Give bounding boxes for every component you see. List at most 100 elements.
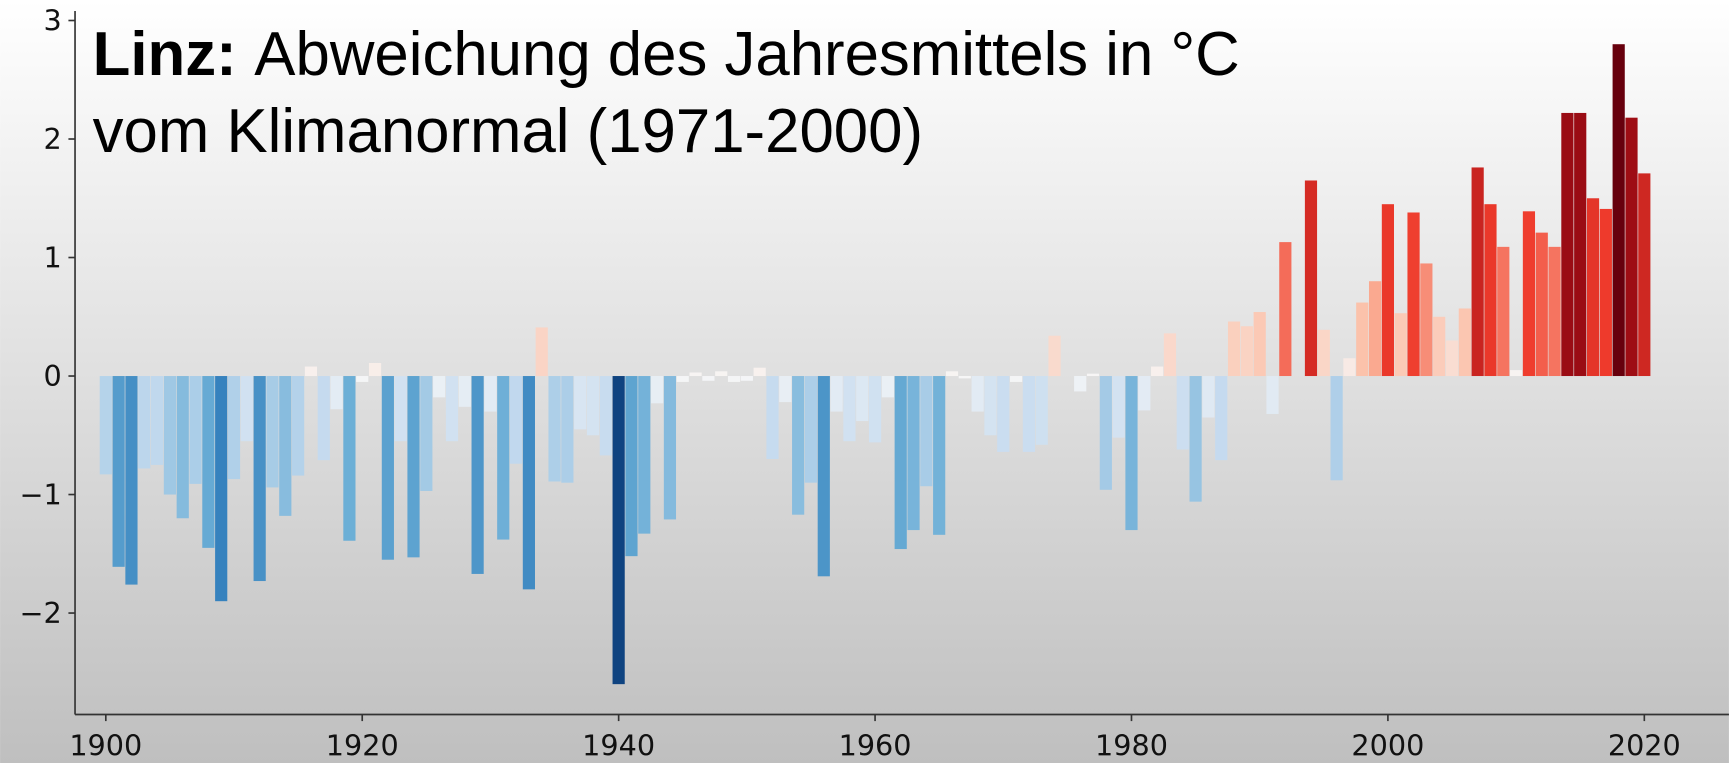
bar	[1099, 376, 1112, 490]
bar	[484, 376, 497, 412]
axes: −2 −1 0 1 2 3 1900 1920 1940 1960 1980 2000 2020	[20, 3, 1729, 762]
bar	[1394, 313, 1407, 377]
bar	[971, 376, 984, 412]
bar	[1227, 321, 1241, 377]
bar	[1125, 376, 1138, 531]
bar	[1445, 340, 1459, 377]
bar	[1586, 198, 1600, 377]
bar	[984, 376, 997, 436]
bar	[1381, 204, 1394, 377]
bar	[548, 376, 561, 482]
bar	[304, 366, 318, 377]
title-bold: Linz:	[93, 20, 237, 89]
bar	[125, 376, 138, 585]
bar	[1010, 376, 1023, 382]
bar	[138, 376, 151, 469]
bar	[330, 376, 343, 410]
bar	[189, 376, 202, 484]
bar	[1420, 263, 1433, 377]
bar	[574, 376, 587, 430]
x-tick-label: 1920	[326, 728, 399, 762]
bar	[945, 371, 959, 377]
bar	[676, 376, 689, 382]
bar	[279, 376, 292, 516]
bar	[663, 376, 677, 520]
bar	[1599, 208, 1612, 377]
y-tick-label: 3	[44, 3, 62, 37]
bar	[1240, 326, 1253, 377]
bar	[266, 376, 279, 488]
y-tick-label: −2	[20, 596, 62, 630]
bar	[458, 376, 471, 407]
bar	[1510, 370, 1523, 377]
bar	[1253, 312, 1266, 377]
bar	[433, 376, 446, 398]
bar	[292, 376, 305, 476]
bar	[509, 376, 523, 464]
bar	[933, 376, 946, 535]
bar	[176, 376, 189, 519]
bar	[1497, 246, 1510, 377]
bar	[1048, 335, 1061, 377]
bar	[1266, 376, 1279, 414]
bar	[1407, 212, 1420, 377]
bar	[1112, 376, 1125, 438]
bars	[99, 44, 1651, 685]
bar	[843, 376, 856, 442]
bar	[907, 376, 920, 531]
bar	[343, 376, 356, 541]
chart-title: Linz: Abweichung des Jahresmittels in °C	[93, 20, 1240, 89]
bar	[1522, 211, 1536, 377]
bar	[1484, 204, 1497, 377]
x-tick-label: 1900	[69, 728, 142, 762]
x-tick-label: 1980	[1095, 728, 1168, 762]
bar	[1638, 173, 1651, 377]
bar	[1561, 112, 1574, 377]
bar	[894, 376, 907, 550]
bar	[817, 376, 830, 577]
bar	[227, 376, 241, 480]
bar	[651, 376, 664, 404]
bar	[1189, 376, 1202, 502]
bar	[1625, 117, 1638, 377]
bar	[1548, 246, 1561, 377]
bar	[779, 376, 792, 403]
bar	[240, 376, 253, 442]
bar	[766, 376, 779, 459]
bar	[1343, 358, 1356, 377]
bar	[958, 376, 971, 379]
y-tick-label: 2	[44, 122, 62, 156]
bar	[689, 372, 702, 377]
bar	[599, 376, 612, 456]
bar	[215, 376, 228, 602]
bar	[715, 371, 728, 377]
bar	[151, 376, 164, 465]
bar	[1215, 376, 1228, 461]
title-text: Abweichung des Jahresmittels in °C	[254, 20, 1239, 89]
bar	[1612, 44, 1625, 377]
bar	[317, 376, 330, 461]
bar	[253, 376, 266, 582]
bar	[1202, 376, 1215, 418]
bar	[471, 376, 484, 574]
bar	[881, 376, 894, 398]
bar	[561, 376, 574, 483]
x-tick-label: 1940	[582, 728, 655, 762]
bar	[522, 376, 535, 590]
bar	[1304, 180, 1318, 377]
bar	[1022, 376, 1036, 452]
y-tick-label: 1	[44, 240, 62, 274]
bar	[368, 362, 382, 377]
bar	[792, 376, 805, 515]
bar	[727, 376, 741, 382]
bar	[1035, 376, 1048, 445]
bar	[702, 376, 715, 381]
bar	[1330, 376, 1343, 481]
y-tick-label: −1	[20, 477, 62, 511]
chart-subtitle: vom Klimanormal (1971-2000)	[93, 97, 923, 166]
x-tick-label: 2020	[1608, 728, 1681, 762]
bar	[920, 376, 933, 487]
bar	[1458, 308, 1471, 377]
bar	[1356, 302, 1369, 377]
